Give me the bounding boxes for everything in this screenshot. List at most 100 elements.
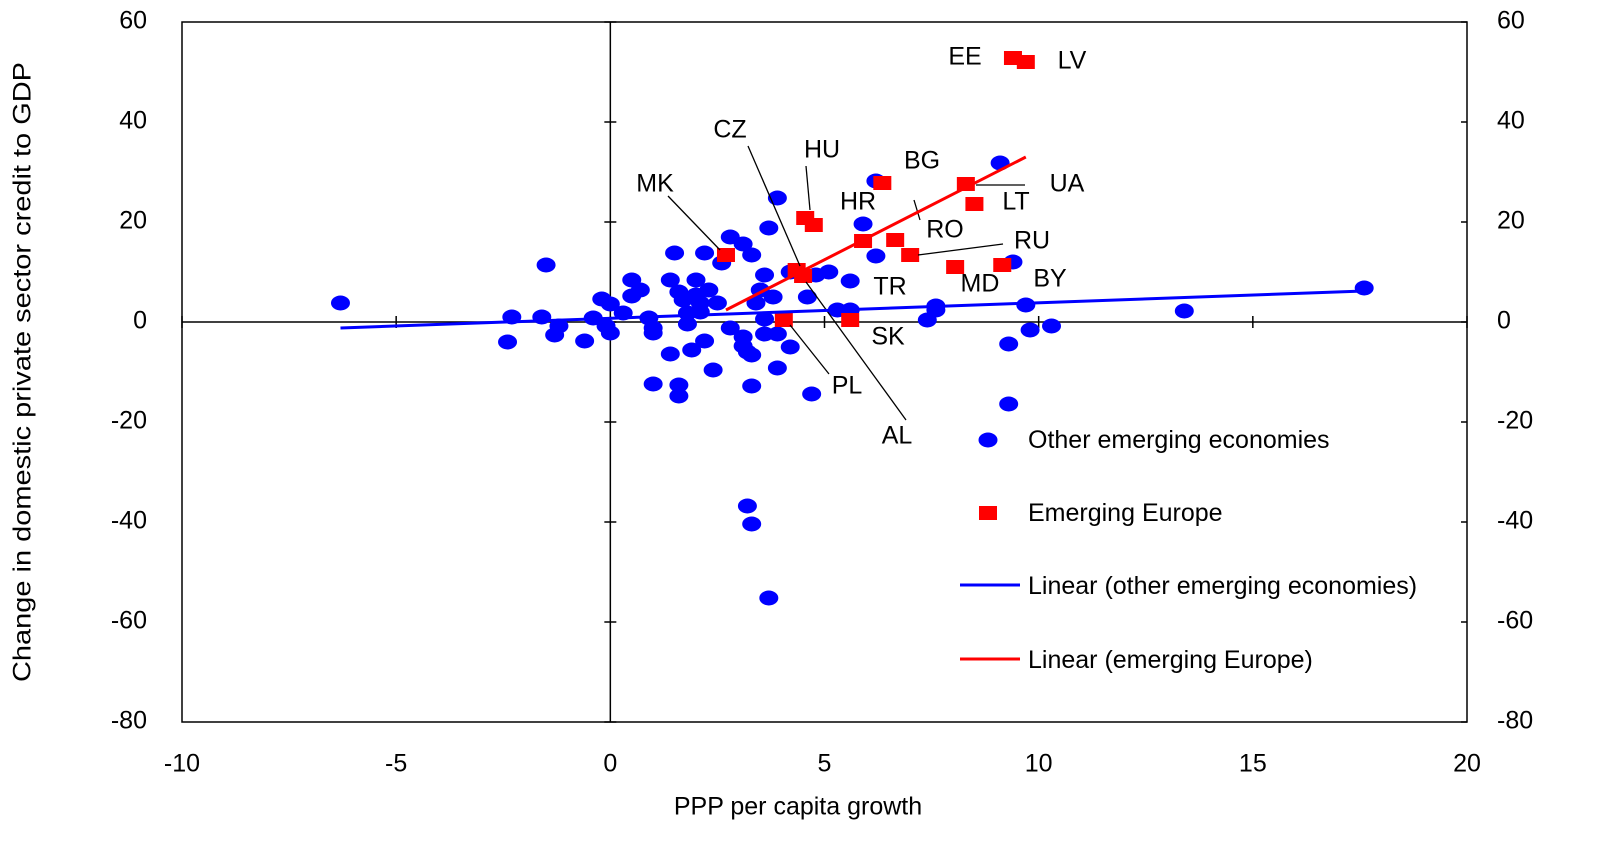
legend-icon [978,432,998,448]
trend-line [340,289,1365,330]
legend-entry: Linear (other emerging economies) [1028,572,1418,600]
legend-entry: Other emerging economies [1028,426,1330,454]
x-tick-label: 15 [1239,750,1267,778]
point-label: HR [840,188,876,216]
point [742,516,762,532]
y-axis-title: Change in domestic private sector credit… [9,62,37,682]
point [780,339,800,355]
point [1354,280,1374,296]
point [1042,318,1062,334]
plot-frame [181,21,1468,723]
point-label: SK [871,323,905,351]
point [819,264,839,280]
point [630,282,650,298]
trend-line [725,155,1027,312]
point [716,248,735,262]
point [755,267,775,283]
point [853,216,873,232]
point-label: MD [961,270,1000,298]
point [873,176,892,190]
leader-line [913,199,921,221]
y-tick-label: 40 [119,107,147,135]
point [575,333,595,349]
point [643,376,663,392]
point [536,257,556,273]
y-tick-label: 0 [133,307,147,335]
point [965,197,984,211]
point [682,342,702,358]
leader-line [667,195,721,251]
y2-tick-label: -40 [1497,507,1533,535]
point [669,388,689,404]
y2-tick-label: -80 [1497,707,1533,735]
leader-line [805,165,811,211]
y-tick-label: 20 [119,207,147,235]
point [774,313,793,327]
point [600,296,620,312]
point-label: MK [636,170,674,198]
leader-line [805,281,907,421]
point [677,316,697,332]
point [999,336,1019,352]
point-label: PL [832,372,863,400]
point [686,272,706,288]
point [742,347,762,363]
point [1020,322,1040,338]
point [946,260,965,274]
point [755,311,775,327]
x-tick-label: 0 [603,750,617,778]
point [737,498,757,514]
point-label: EE [948,43,981,71]
point [669,377,689,393]
point [699,282,719,298]
point-label: AL [882,422,913,450]
y-tick-label: -20 [111,407,147,435]
leader-line [789,324,830,375]
legend-entry: Emerging Europe [1028,499,1223,527]
point-label: RU [1014,227,1050,255]
x-tick-label: 20 [1453,750,1481,778]
point-label: LV [1058,47,1087,75]
point-label: CZ [713,116,746,144]
x-tick-label: 5 [818,750,832,778]
point [720,320,740,336]
point [999,396,1019,412]
y2-tick-label: -20 [1497,407,1533,435]
x-tick-label: 10 [1025,750,1053,778]
point [993,258,1012,272]
point [695,245,715,261]
point [733,236,753,252]
legend-icon [979,506,997,520]
point-label: BY [1033,265,1067,293]
leader-line [747,145,801,267]
point [866,248,886,264]
point [549,318,569,334]
point-label: RO [926,216,964,244]
y-tick-label: 60 [119,7,147,35]
point [901,248,920,262]
point [703,362,723,378]
x-axis-title: PPP per capita growth [674,793,922,821]
point [695,333,715,349]
point [767,360,787,376]
point [759,590,779,606]
point [1016,55,1035,69]
point [330,295,350,311]
point-label: UA [1050,170,1085,198]
point [643,325,663,341]
point [742,378,762,394]
point [660,346,680,362]
point [746,295,766,311]
point [763,289,783,305]
point [596,318,616,334]
y2-tick-label: -60 [1497,607,1533,635]
point [690,304,710,320]
point [797,289,817,305]
y2-tick-label: 60 [1497,7,1525,35]
point [660,272,680,288]
y2-tick-label: 40 [1497,107,1525,135]
y-tick-label: -80 [111,707,147,735]
point [1016,297,1036,313]
